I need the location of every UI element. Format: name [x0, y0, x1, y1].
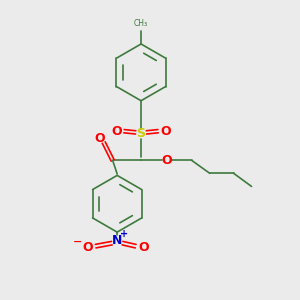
- Text: O: O: [160, 125, 171, 138]
- Text: CH₃: CH₃: [134, 20, 148, 28]
- Text: O: O: [95, 132, 105, 145]
- Text: −: −: [73, 236, 82, 246]
- Text: S: S: [136, 127, 146, 140]
- Text: O: O: [82, 242, 93, 254]
- Text: O: O: [111, 125, 122, 138]
- Text: +: +: [120, 229, 128, 239]
- Text: N: N: [112, 234, 122, 247]
- Text: O: O: [161, 154, 172, 167]
- Text: O: O: [138, 242, 149, 254]
